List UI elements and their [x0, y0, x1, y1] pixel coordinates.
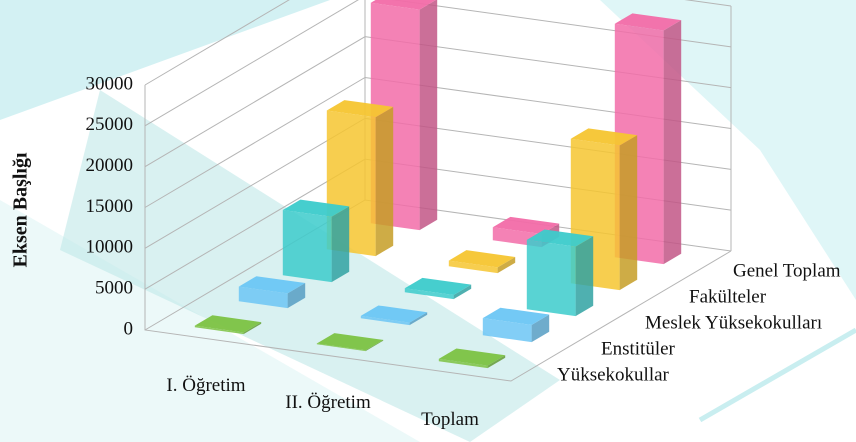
bar-front: [438, 358, 488, 369]
bar-top: [370, 0, 436, 10]
bar-top: [326, 100, 394, 118]
bar-top: [570, 128, 638, 146]
bar-side: [365, 339, 384, 352]
y-axis-title: Eksen Başlığı: [10, 152, 32, 267]
series-label: Genel Toplam: [733, 260, 841, 281]
bar-front: [404, 288, 454, 300]
bar-top: [438, 348, 506, 366]
bar-top: [360, 305, 428, 323]
x-tick-label: Toplam: [421, 409, 479, 430]
bar-side: [287, 283, 306, 309]
bar-side: [243, 322, 262, 335]
bar-top: [526, 229, 594, 247]
series-label: Meslek Yüksekokulları: [645, 312, 822, 333]
y-tick-label: 15000: [86, 196, 134, 217]
series-label: Fakülteler: [689, 286, 767, 307]
y-tick-label: 5000: [95, 278, 133, 299]
bar-side: [663, 20, 682, 265]
y-tick-label: 20000: [86, 155, 134, 176]
bar-front: [194, 325, 244, 335]
bar-top: [492, 216, 560, 235]
bar-front: [238, 286, 288, 309]
bar-top: [482, 307, 550, 325]
plot-area: 0 5000 10000 15000 20000 25000 30000 I. Öğretim…: [86, 0, 841, 430]
bar-side: [575, 236, 594, 317]
bar-side: [619, 135, 638, 291]
bar-side: [453, 284, 472, 300]
bar-front: [482, 318, 532, 343]
series-label: Yüksekokullar: [557, 364, 670, 385]
series-label: Enstitüler: [601, 338, 676, 359]
grid-line: [144, 0, 732, 86]
bar-side: [375, 106, 394, 257]
bar-front: [360, 315, 410, 326]
bar-front: [526, 239, 576, 317]
bar-top: [448, 250, 516, 268]
bar-side: [419, 0, 438, 231]
bar-front: [316, 343, 366, 352]
x-tick-label: II. Öğretim: [285, 392, 371, 413]
bar-side: [409, 312, 428, 326]
bar-side: [497, 256, 516, 274]
grid-line: [144, 0, 732, 127]
bar-side: [531, 314, 550, 343]
bar-side: [331, 206, 350, 283]
axis-line: [144, 85, 732, 382]
bar-front: [448, 260, 498, 274]
bar-top: [194, 315, 262, 333]
y-tick-label: 0: [124, 318, 134, 339]
bar-top: [404, 277, 472, 296]
bar-side: [487, 355, 506, 369]
bar-top: [316, 333, 384, 351]
y-tick-label: 10000: [86, 237, 134, 258]
x-tick-label: I. Öğretim: [166, 375, 245, 396]
y-tick-label: 25000: [86, 114, 134, 135]
bar-front: [282, 209, 332, 283]
bar-top: [614, 13, 682, 31]
y-tick-label: 30000: [86, 73, 134, 94]
bar-top: [238, 276, 306, 294]
bar-top: [282, 199, 350, 217]
